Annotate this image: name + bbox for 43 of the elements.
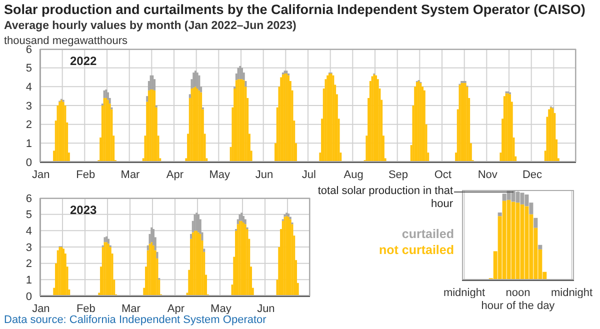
x-tick-label: midnight (443, 286, 486, 299)
x-tick-label: Feb (76, 168, 96, 181)
annotation: 2023 (70, 203, 97, 217)
x-axis-title: hour of the day (480, 300, 556, 312)
y-tick-label: 1 (26, 274, 32, 287)
x-tick-label: Aug (344, 168, 364, 181)
x-tick-label: Feb (76, 302, 96, 315)
chart-title: Solar production and curtailments by the California Independent System Operator (CAISO) (4, 2, 586, 17)
y-tick-label: 2 (26, 119, 32, 132)
y-tick-label: 0 (26, 290, 32, 303)
text: not curtailed (378, 242, 454, 258)
x-tick-label: Jun (255, 168, 274, 181)
y-tick-label: 3 (26, 100, 32, 112)
source-note: Data source: California Independent System Operator (4, 314, 266, 327)
text: curtailed (400, 226, 454, 242)
x-tick-label: Jul (302, 168, 316, 181)
x-tick-label: Mar (121, 302, 141, 315)
y-tick-label: 1 (26, 138, 32, 150)
chart-subtitle: Average hourly values by month (Jan 2022–Jun 2023) (4, 20, 296, 32)
x-tick-label: May (209, 168, 230, 181)
y-tick-label: 3 (26, 242, 32, 254)
x-tick-label: Jan (32, 302, 50, 315)
text: total solar production in that hour (316, 185, 453, 211)
y-tick-label: 4 (26, 82, 32, 94)
y-tick-label: 6 (26, 192, 32, 205)
x-tick-label: Oct (434, 168, 452, 181)
x-tick-label: Mar (120, 168, 140, 181)
x-tick-label: noon (506, 286, 530, 299)
y-tick-label: 5 (26, 209, 32, 222)
y-tick-label: 0 (26, 156, 32, 169)
x-tick-label: Nov (478, 168, 498, 181)
x-tick-label: midnight (550, 286, 593, 299)
x-tick-label: Jan (32, 168, 50, 181)
x-tick-label: Apr (167, 302, 185, 315)
x-tick-label: Apr (166, 168, 184, 181)
x-tick-label: Dec (522, 168, 543, 181)
y-tick-label: 4 (26, 226, 32, 238)
x-tick-label: Sep (388, 168, 408, 181)
x-tick-label: Jun (257, 302, 275, 315)
y-tick-label: 2 (26, 258, 32, 270)
y-tick-label: 5 (26, 62, 32, 75)
annotation: 2022 (70, 54, 97, 68)
x-tick-label: May (210, 302, 232, 315)
